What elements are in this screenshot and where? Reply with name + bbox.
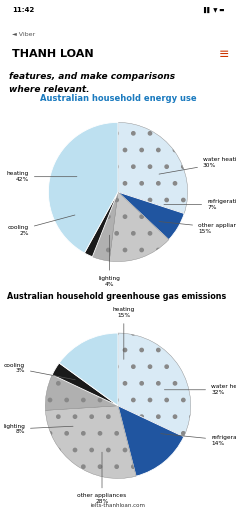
Text: other appliances
15%: other appliances 15% <box>159 222 236 233</box>
Text: heating
42%: heating 42% <box>7 172 77 182</box>
Wedge shape <box>45 375 118 410</box>
Text: water heating
32%: water heating 32% <box>164 385 236 395</box>
Text: lighting
4%: lighting 4% <box>99 235 121 287</box>
Text: ◄ Viber: ◄ Viber <box>12 32 35 37</box>
Text: ▌▌ ▼ ▬: ▌▌ ▼ ▬ <box>203 7 224 13</box>
Text: heating
15%: heating 15% <box>113 307 135 359</box>
Wedge shape <box>109 192 169 262</box>
Wedge shape <box>118 333 191 437</box>
Wedge shape <box>59 333 118 406</box>
Wedge shape <box>46 406 136 478</box>
Text: ≡: ≡ <box>219 48 229 61</box>
Text: features, and make comparisons: features, and make comparisons <box>9 72 176 81</box>
Wedge shape <box>48 122 118 253</box>
Wedge shape <box>84 192 118 257</box>
Text: lighting
8%: lighting 8% <box>3 423 73 434</box>
Wedge shape <box>118 122 188 214</box>
Text: 11:42: 11:42 <box>12 7 34 13</box>
Wedge shape <box>118 192 184 240</box>
Text: cooling
3%: cooling 3% <box>4 362 75 380</box>
Wedge shape <box>118 406 184 476</box>
Wedge shape <box>92 192 118 261</box>
Title: Australian household energy use: Australian household energy use <box>40 94 196 103</box>
Text: water heating
30%: water heating 30% <box>159 157 236 174</box>
Text: ielts-thanhloan.com: ielts-thanhloan.com <box>90 503 146 508</box>
Text: cooling
2%: cooling 2% <box>8 215 75 236</box>
Text: Australian household greenhouse gas emissions: Australian household greenhouse gas emis… <box>7 292 226 302</box>
Wedge shape <box>52 363 118 406</box>
Text: refrigeration
7%: refrigeration 7% <box>164 199 236 210</box>
Text: other appliances
28%: other appliances 28% <box>77 452 127 504</box>
Text: refrigeration
14%: refrigeration 14% <box>161 434 236 446</box>
Text: where relevant.: where relevant. <box>9 85 90 94</box>
Text: THANH LOAN: THANH LOAN <box>12 49 93 59</box>
